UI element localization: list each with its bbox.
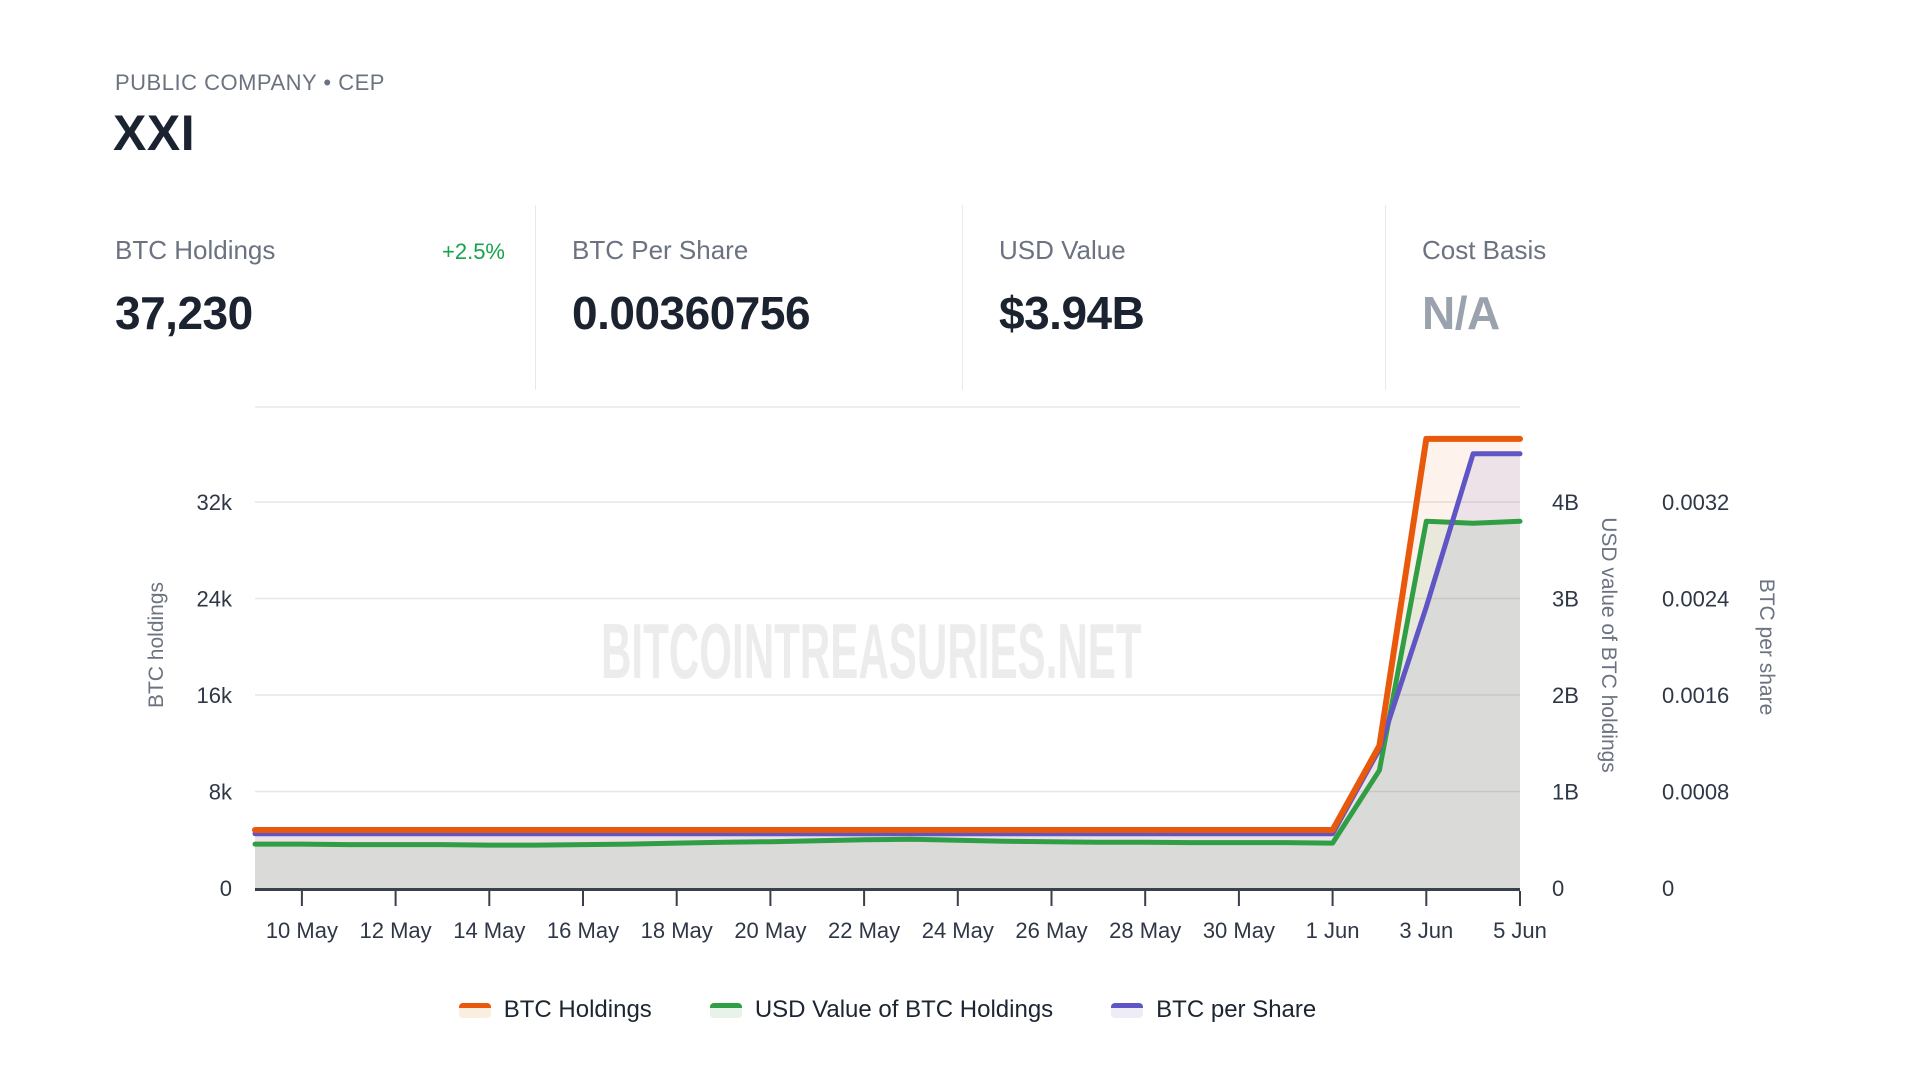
stat-value: 37,230 (115, 287, 253, 339)
x-tick-label: 28 May (1109, 918, 1181, 943)
series-line-2[interactable] (252, 451, 1523, 837)
share-axis-tick-label: 0 (1662, 876, 1674, 901)
x-tick-label: 18 May (641, 918, 713, 943)
legend-label: USD Value of BTC Holdings (754, 996, 1054, 1023)
stat-label: BTC Holdings (115, 235, 276, 265)
stat-btc-holdings: BTC Holdings +2.5% 37,230 (115, 205, 535, 390)
stat-btc-per-share: BTC Per Share 0.00360756 (535, 205, 962, 390)
x-tick-label: 22 May (828, 918, 900, 943)
share-axis-tick-label: 0.0032 (1662, 490, 1729, 515)
stat-usd-value: USD Value $3.94B (962, 205, 1385, 390)
series-line-1[interactable] (252, 518, 1523, 848)
legend-item-btc-per-share[interactable]: BTC per Share (1111, 996, 1316, 1024)
page-title: XXI (113, 105, 196, 161)
left-axis-tick-label: 24k (197, 587, 233, 612)
x-tick-label: 30 May (1203, 918, 1275, 943)
stat-label: BTC Per Share (572, 235, 749, 265)
share-axis-title: BTC per share (1755, 578, 1778, 716)
stat-value: $3.94B (999, 287, 1145, 339)
x-tick-label: 26 May (1015, 918, 1087, 943)
stat-label: USD Value (999, 235, 1126, 265)
share-axis-tick-label: 0.0024 (1662, 587, 1729, 612)
left-axis-title: BTC holdings (145, 581, 168, 709)
legend-label: BTC Holdings (503, 996, 652, 1023)
legend-label: BTC per Share (1156, 996, 1317, 1023)
stat-value: 0.00360756 (572, 287, 811, 339)
left-axis-tick-label: 16k (197, 683, 233, 708)
usd-axis-tick-label: 2B (1552, 683, 1579, 708)
stat-value: N/A (1422, 287, 1500, 339)
x-tick-label: 24 May (922, 918, 994, 943)
legend-swatch-icon (1111, 1002, 1144, 1018)
company-category: PUBLIC COMPANY • CEP (115, 70, 385, 95)
legend-item-btc-holdings[interactable]: BTC Holdings (458, 996, 652, 1024)
stat-label: Cost Basis (1422, 235, 1547, 265)
share-axis-tick-label: 0.0016 (1662, 683, 1729, 708)
usd-axis-title: USD value of BTC holdings (1597, 517, 1620, 773)
left-axis-tick-label: 32k (197, 490, 233, 515)
area-fill-1 (255, 521, 1520, 888)
watermark: BITCOINTREASURIES.NET (601, 607, 1142, 695)
left-axis-tick-label: 0 (220, 876, 232, 901)
x-tick-label: 5 Jun (1493, 918, 1547, 943)
stats-row: BTC Holdings +2.5% 37,230 BTC Per Share … (115, 205, 1780, 390)
x-tick-label: 10 May (266, 918, 338, 943)
usd-axis-tick-label: 1B (1552, 780, 1579, 805)
series-line-0[interactable] (252, 435, 1523, 833)
x-tick-label: 1 Jun (1306, 918, 1360, 943)
stat-cost-basis: Cost Basis N/A (1385, 205, 1780, 390)
share-axis-tick-label: 0.0008 (1662, 780, 1729, 805)
usd-axis-tick-label: 3B (1552, 587, 1579, 612)
chart-legend: BTC Holdings USD Value of BTC Holdings B… (255, 996, 1520, 1024)
usd-axis-tick-label: 0 (1552, 876, 1564, 901)
usd-axis-tick-label: 4B (1552, 490, 1579, 515)
x-tick-label: 16 May (547, 918, 619, 943)
legend-item-usd-value[interactable]: USD Value of BTC Holdings (709, 996, 1054, 1024)
stat-change-badge: +2.5% (442, 239, 505, 264)
legend-swatch-icon (709, 1002, 742, 1018)
x-tick-label: 12 May (360, 918, 432, 943)
x-tick-label: 3 Jun (1399, 918, 1453, 943)
x-tick-label: 20 May (734, 918, 806, 943)
x-tick-label: 14 May (453, 918, 525, 943)
left-axis-tick-label: 8k (209, 780, 233, 805)
legend-swatch-icon (458, 1002, 491, 1018)
